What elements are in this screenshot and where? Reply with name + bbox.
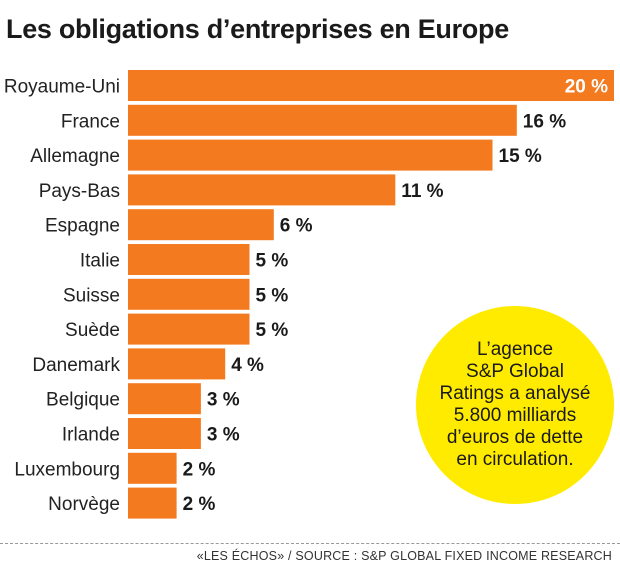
bar	[128, 487, 177, 519]
source-credit: «LES ÉCHOS» / SOURCE : S&P GLOBAL FIXED …	[196, 549, 612, 563]
callout-line: S&P Global	[466, 361, 564, 382]
chart-title: Les obligations d’entreprises en Europe	[6, 14, 509, 44]
info-callout: L’agence S&P Global Ratings a analysé 5.…	[416, 306, 614, 504]
bar	[128, 139, 493, 171]
bar	[128, 174, 396, 206]
category-label: Royaume-Uni	[4, 77, 120, 98]
callout-line: Ratings a analysé	[439, 383, 591, 404]
bar	[128, 348, 226, 380]
bar	[128, 209, 274, 241]
category-label: France	[61, 111, 120, 132]
callout-line: en circulation.	[456, 449, 574, 470]
value-label: 2 %	[183, 494, 216, 515]
bar	[128, 418, 201, 449]
category-label: Danemark	[32, 355, 120, 376]
value-label: 16 %	[523, 111, 566, 132]
value-label: 15 %	[499, 146, 542, 167]
category-label: Suède	[65, 320, 120, 341]
bar-chart: Royaume-Uni 20 % France 16 % Allemagne 15 % Pa…	[4, 70, 614, 519]
category-label: Suisse	[63, 285, 120, 306]
bar	[128, 452, 177, 484]
callout-line: 5.800 milliards	[453, 405, 577, 426]
footer-divider	[0, 543, 620, 544]
value-label: 5 %	[256, 320, 289, 341]
category-label: Pays-Bas	[39, 181, 120, 202]
value-label: 11 %	[401, 181, 443, 202]
category-label: Irlande	[62, 425, 120, 446]
value-label: 5 %	[256, 285, 289, 306]
category-label: Luxembourg	[14, 459, 120, 480]
category-label: Belgique	[46, 390, 120, 411]
value-label: 5 %	[256, 251, 289, 272]
callout-text: L’agence S&P Global Ratings a analysé 5.…	[430, 339, 600, 471]
value-label: 3 %	[207, 390, 240, 411]
value-label: 2 %	[183, 459, 216, 480]
value-label: 6 %	[280, 216, 313, 237]
value-label: 4 %	[231, 355, 264, 376]
callout-line: L’agence	[476, 339, 554, 360]
bar	[128, 104, 517, 136]
category-label: Espagne	[45, 216, 120, 237]
category-label: Norvège	[48, 494, 120, 515]
bar	[128, 383, 201, 415]
category-label: Allemagne	[30, 146, 120, 167]
bar	[128, 278, 250, 310]
category-label: Italie	[80, 251, 120, 272]
value-label: 3 %	[207, 425, 240, 446]
bar	[128, 70, 614, 101]
bar	[128, 313, 250, 345]
value-label: 20 %	[565, 77, 608, 98]
callout-line: d’euros de dette	[446, 427, 584, 448]
bar	[128, 244, 250, 275]
